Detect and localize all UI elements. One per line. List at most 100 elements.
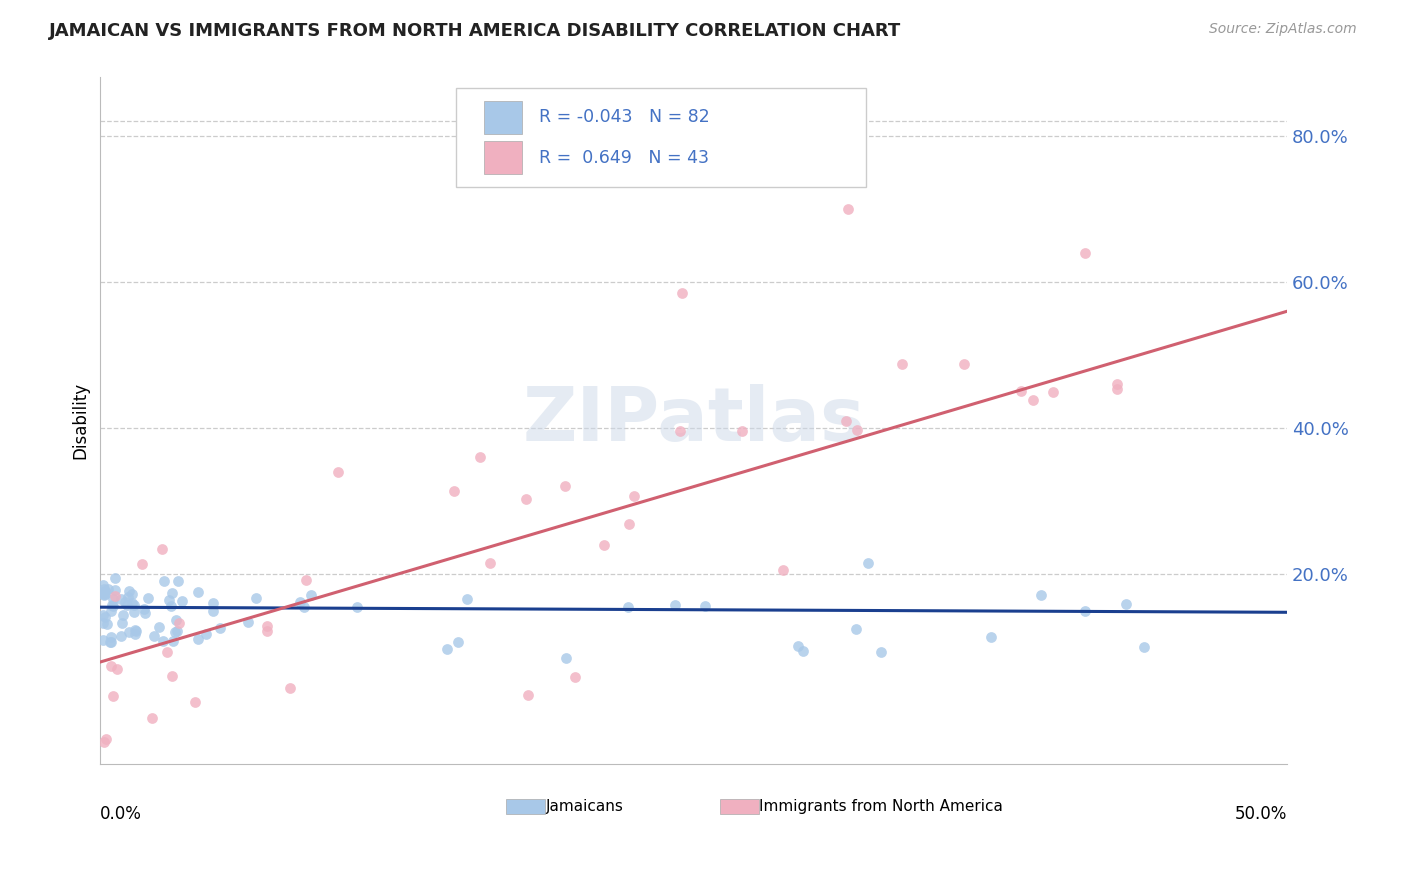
Point xyxy=(187,632,209,647)
Point xyxy=(157,593,180,607)
Point xyxy=(105,662,128,676)
Point xyxy=(870,645,893,659)
Point xyxy=(616,599,638,614)
Point xyxy=(156,645,179,659)
Point xyxy=(91,615,114,630)
Point xyxy=(236,615,259,629)
Point xyxy=(772,563,794,577)
Point xyxy=(592,538,614,552)
Point xyxy=(91,633,114,648)
Point xyxy=(124,627,146,641)
Point xyxy=(93,584,115,599)
Point xyxy=(292,599,315,614)
Point xyxy=(623,489,645,503)
Point xyxy=(845,622,868,636)
Point xyxy=(980,630,1002,644)
Y-axis label: Disability: Disability xyxy=(72,383,89,459)
Bar xyxy=(506,799,546,814)
Point xyxy=(1029,588,1052,602)
Point xyxy=(187,584,209,599)
Point xyxy=(124,623,146,637)
Point xyxy=(278,681,301,695)
Point xyxy=(326,465,349,479)
Point xyxy=(515,492,537,507)
Point xyxy=(617,517,640,532)
Point xyxy=(131,557,153,571)
Text: R =  0.649   N = 43: R = 0.649 N = 43 xyxy=(540,149,710,167)
Point xyxy=(121,587,143,601)
Point xyxy=(245,591,267,605)
Text: Source: ZipAtlas.com: Source: ZipAtlas.com xyxy=(1209,22,1357,37)
Point xyxy=(93,588,115,602)
Point xyxy=(953,357,976,371)
Point xyxy=(671,285,693,300)
Text: 50.0%: 50.0% xyxy=(1234,805,1286,823)
Point xyxy=(564,670,586,684)
Point xyxy=(166,624,188,639)
Point xyxy=(132,602,155,616)
Point xyxy=(468,450,491,465)
Point xyxy=(117,591,139,605)
Point xyxy=(436,642,458,657)
Point xyxy=(163,625,186,640)
Point xyxy=(202,596,225,610)
Bar xyxy=(720,799,759,814)
Point xyxy=(1021,392,1043,407)
Point xyxy=(93,610,115,624)
Point xyxy=(1074,604,1097,618)
Bar xyxy=(484,142,522,175)
Point xyxy=(256,624,278,638)
Point xyxy=(93,734,115,748)
Point xyxy=(202,604,225,618)
Point xyxy=(184,695,207,709)
Point xyxy=(346,600,368,615)
Point xyxy=(890,357,912,371)
Point xyxy=(100,630,122,644)
Point xyxy=(1107,382,1129,396)
Point xyxy=(114,595,136,609)
Point xyxy=(695,599,717,613)
Point xyxy=(111,607,134,622)
Point xyxy=(669,424,692,438)
Point xyxy=(167,616,190,631)
Point xyxy=(162,634,184,648)
Point xyxy=(101,689,124,703)
Point xyxy=(256,619,278,633)
Point xyxy=(104,572,127,586)
Point xyxy=(93,587,115,601)
Point xyxy=(837,202,859,216)
Point xyxy=(792,644,814,658)
Point xyxy=(122,605,145,619)
Point xyxy=(121,596,143,610)
Point xyxy=(124,599,146,613)
Point xyxy=(208,621,231,635)
Point xyxy=(91,578,114,592)
Point xyxy=(664,599,686,613)
Text: ZIPatlas: ZIPatlas xyxy=(523,384,865,458)
Point xyxy=(134,606,156,620)
Point xyxy=(1042,384,1064,399)
Point xyxy=(845,423,868,437)
Point xyxy=(554,478,576,492)
Point xyxy=(1115,597,1137,611)
Point xyxy=(165,613,187,627)
Point xyxy=(160,599,183,613)
Bar xyxy=(484,101,522,134)
Point xyxy=(167,574,190,589)
Point xyxy=(152,542,174,557)
Point xyxy=(136,591,159,605)
FancyBboxPatch shape xyxy=(457,87,866,187)
Point xyxy=(104,589,127,603)
Point xyxy=(110,591,132,606)
Point xyxy=(97,582,120,596)
Point xyxy=(456,592,478,607)
Point xyxy=(96,617,118,632)
Point xyxy=(94,732,117,747)
Point xyxy=(115,598,138,612)
Point xyxy=(447,635,470,649)
Point xyxy=(110,629,132,643)
Point xyxy=(160,586,183,600)
Point xyxy=(153,574,176,589)
Point xyxy=(118,583,141,598)
Point xyxy=(299,588,322,602)
